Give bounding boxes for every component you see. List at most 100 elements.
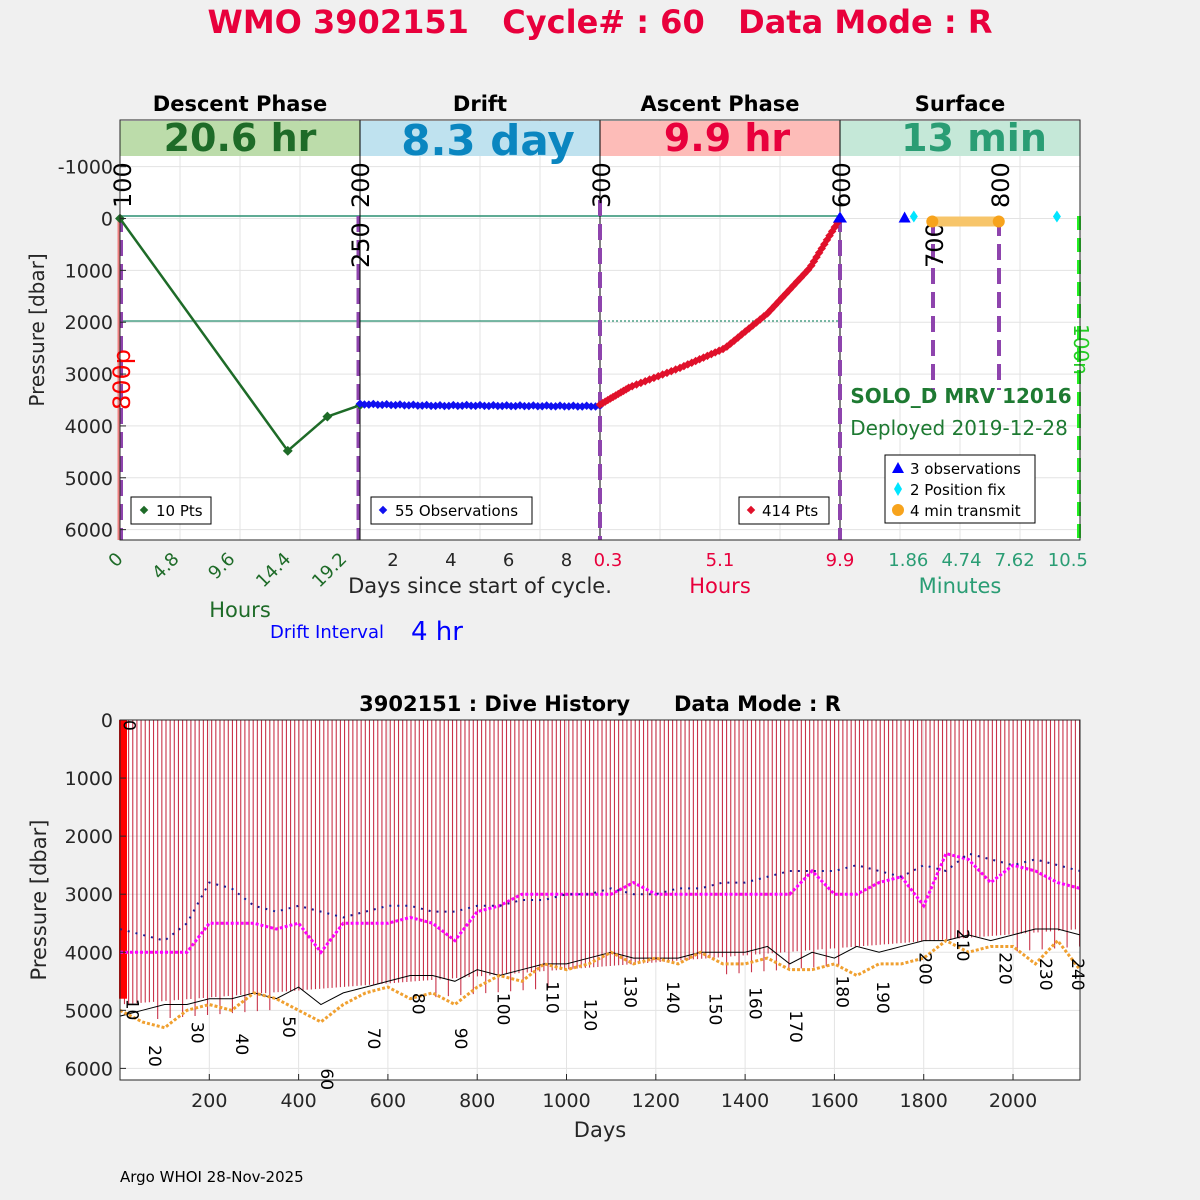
- cycle-y-ticks: -1000 0 1000 2000 3000 4000 5000 6000: [58, 157, 126, 542]
- dive-y-tick-label: 4000: [65, 942, 113, 964]
- drift-point: [506, 401, 516, 411]
- footer-credit: Argo WHOI 28-Nov-2025: [120, 1168, 304, 1186]
- dive-y-axis-label: Pressure [dbar]: [27, 820, 51, 981]
- dive-cycle-label: 110: [541, 981, 561, 1013]
- descent-line: [118, 217, 361, 453]
- drift-point: [466, 401, 476, 411]
- cycle-y-tick-label: 3000: [65, 364, 113, 386]
- legend-transmit-marker: [892, 504, 904, 516]
- surface-phase-title: Surface: [915, 92, 1005, 116]
- dive-x-tick-label: 1600: [810, 1090, 858, 1112]
- vlabel-250: 250: [347, 222, 375, 268]
- vlabel-100: 100: [109, 162, 137, 208]
- legend-drift: 55 Observations: [370, 496, 533, 525]
- dive-x-tick-label: 800: [459, 1090, 495, 1112]
- drift-x-tick-label: 4: [445, 550, 456, 571]
- dive-y-tick-label: 5000: [65, 1000, 113, 1022]
- legend-descent-label: 10 Pts: [156, 502, 203, 520]
- dive-plot-area: [120, 720, 1080, 1080]
- dive-y-tick-label: 3000: [65, 884, 113, 906]
- dive-cycle-label: 100: [492, 993, 512, 1025]
- dive-cycle-label: 150: [704, 993, 724, 1025]
- drift-duration: 8.3 day: [401, 116, 575, 165]
- dive-x-axis-label: Days: [574, 1118, 626, 1142]
- dive-cycle-label: 230: [1035, 958, 1055, 990]
- dive-x-tick-label: 1200: [632, 1090, 680, 1112]
- ascent-duration: 9.9 hr: [664, 116, 791, 160]
- ascent-x-axis-label: Hours: [689, 574, 751, 598]
- dive-cycle-label: 20: [144, 1045, 164, 1067]
- dive-y-tick-label: 6000: [65, 1058, 113, 1080]
- dive-cycle-label: 50: [278, 1016, 298, 1038]
- cycle-panel: Descent Phase Drift Ascent Phase Surface…: [25, 92, 1093, 647]
- legend-position-fix-marker: [894, 482, 902, 496]
- dive-y-tick-label: 1000: [65, 768, 113, 790]
- drift-point: [373, 400, 383, 410]
- ascent-x-tick-label: 9.9: [826, 550, 855, 571]
- surface-x-tick-label: 4.74: [941, 550, 981, 571]
- dive-cycle-label: 210: [952, 929, 972, 961]
- drift-point: [480, 401, 489, 411]
- figure-title: WMO 3902151 Cycle# : 60 Data Mode : R: [208, 3, 993, 41]
- vlabel-800: 800: [987, 162, 1015, 208]
- dive-plot-frame: [119, 719, 1081, 1081]
- surface-position-fix-marker: [909, 210, 918, 223]
- vlabel-100n: 100n: [1069, 324, 1093, 375]
- cycle-y-tick-label: 0: [101, 209, 113, 231]
- dive-cycle-label: 200: [914, 952, 934, 984]
- dive-cycle-label: 120: [579, 999, 599, 1031]
- vlabel-700: 700: [921, 222, 949, 268]
- dive-cycle-labels: 0 10 20 30 40 50 60 70 80 90 100 110 120 130 140 150 160…: [119, 720, 1087, 1090]
- dive-y-tick-label: 2000: [65, 826, 113, 848]
- drift-x-tick-label: 2: [387, 550, 398, 571]
- vlabel-200: 200: [347, 162, 375, 208]
- drift-point: [586, 402, 596, 411]
- drift-phase-title: Drift: [453, 92, 507, 116]
- drift-point: [533, 401, 543, 411]
- surface-duration: 13 min: [901, 116, 1047, 160]
- surface-header-box: [840, 121, 1080, 156]
- surface-x-tick-label: 1.86: [888, 550, 928, 571]
- surface-x-tick-label: 7.62: [995, 550, 1035, 571]
- dive-cycle-label: 90: [450, 1028, 470, 1050]
- dive-x-tick-label: 200: [191, 1090, 227, 1112]
- surface-transmit-start: [926, 215, 939, 228]
- cycle-y-tick-label: 5000: [65, 468, 113, 490]
- legend-drift-label: 55 Observations: [395, 502, 518, 520]
- drift-point: [413, 401, 423, 410]
- dive-cycle-label: 80: [407, 993, 427, 1015]
- drift-x-tick-label: 8: [561, 550, 572, 571]
- drift-interval-label: Drift Interval: [270, 622, 384, 643]
- surface-x-axis-label: Minutes: [919, 574, 1002, 598]
- ascent-phase-title: Ascent Phase: [641, 92, 800, 116]
- dive-cycle-label: 30: [186, 1022, 206, 1044]
- cycle-data-layer: [115, 210, 1061, 456]
- drift-point: [520, 401, 529, 411]
- dive-x-tick-label: 1000: [542, 1090, 590, 1112]
- drift-point: [573, 402, 583, 411]
- cycle-y-tick-label: 1000: [65, 260, 113, 282]
- legend-ascent-marker: [746, 505, 756, 515]
- cycle-y-axis-label: Pressure [dbar]: [25, 253, 49, 406]
- dive-y-ticks: 0 1000 2000 3000 4000 5000 6000: [65, 710, 126, 1080]
- dive-cycle-label: 190: [872, 981, 892, 1013]
- dive-history-panel: 3902151 : Dive History Data Mode : R 0 10…: [27, 692, 1087, 1142]
- dive-x-tick-label: 1400: [721, 1090, 769, 1112]
- drift-point: [360, 400, 369, 409]
- descent-duration: 20.6 hr: [164, 116, 317, 160]
- dive-cycle-label: 60: [316, 1068, 336, 1090]
- drift-point: [440, 401, 449, 411]
- descent-point: [322, 411, 333, 422]
- cycle-y-tick-label: 2000: [65, 312, 113, 334]
- cycle-y-tick-label: 4000: [65, 416, 113, 438]
- descent-phase-title: Descent Phase: [153, 92, 327, 116]
- dive-x-ticks: 200 400 600 800 1000 1200 1400 1600 1800 2000: [191, 1074, 1037, 1112]
- surface-x-tick-label: 10.5: [1048, 550, 1088, 571]
- ascent-header-box: [600, 121, 840, 156]
- vlabel-600: 600: [828, 162, 856, 208]
- dive-cycle-label: 240: [1067, 958, 1087, 990]
- ascent-x-tick-label: 0.3: [594, 550, 623, 571]
- first-dives-block: [119, 720, 127, 999]
- legend-descent: 10 Pts: [130, 496, 212, 525]
- drift-point: [546, 402, 556, 411]
